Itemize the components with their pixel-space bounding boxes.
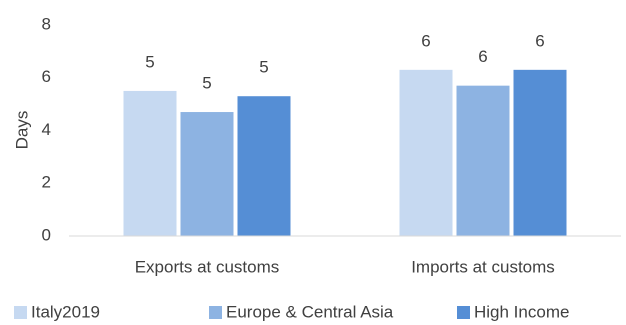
- y-tick-label: 0: [42, 225, 51, 244]
- bar: [237, 96, 291, 237]
- legend-swatch: [209, 306, 222, 319]
- data-label: 5: [145, 52, 154, 71]
- legend-label: High Income: [474, 302, 569, 321]
- data-labels: 5 5 5 6 6 6: [145, 31, 544, 92]
- data-label: 6: [478, 47, 487, 66]
- y-tick-label: 8: [42, 14, 51, 33]
- x-axis-ticks: Exports at customs Imports at customs: [135, 257, 555, 276]
- y-axis-ticks: 0 2 4 6 8: [42, 14, 51, 244]
- bar: [399, 69, 453, 237]
- legend-label: Europe & Central Asia: [226, 302, 394, 321]
- bar: [456, 85, 510, 236]
- data-label: 6: [535, 31, 544, 50]
- bar: [513, 69, 567, 237]
- x-tick-label: Exports at customs: [135, 257, 280, 276]
- y-tick-label: 4: [42, 120, 51, 139]
- bar: [180, 112, 234, 236]
- data-label: 5: [259, 58, 268, 77]
- bars: [123, 69, 567, 237]
- bar: [123, 90, 177, 236]
- legend-swatch: [14, 306, 27, 319]
- y-tick-label: 6: [42, 67, 51, 86]
- legend: Italy2019 Europe & Central Asia High Incom…: [14, 302, 569, 321]
- data-label: 6: [421, 31, 430, 50]
- y-tick-label: 2: [42, 173, 51, 192]
- data-label: 5: [202, 74, 211, 93]
- legend-label: Italy2019: [31, 302, 100, 321]
- x-tick-label: Imports at customs: [411, 257, 555, 276]
- y-axis-label: Days: [12, 111, 31, 150]
- legend-swatch: [457, 306, 470, 319]
